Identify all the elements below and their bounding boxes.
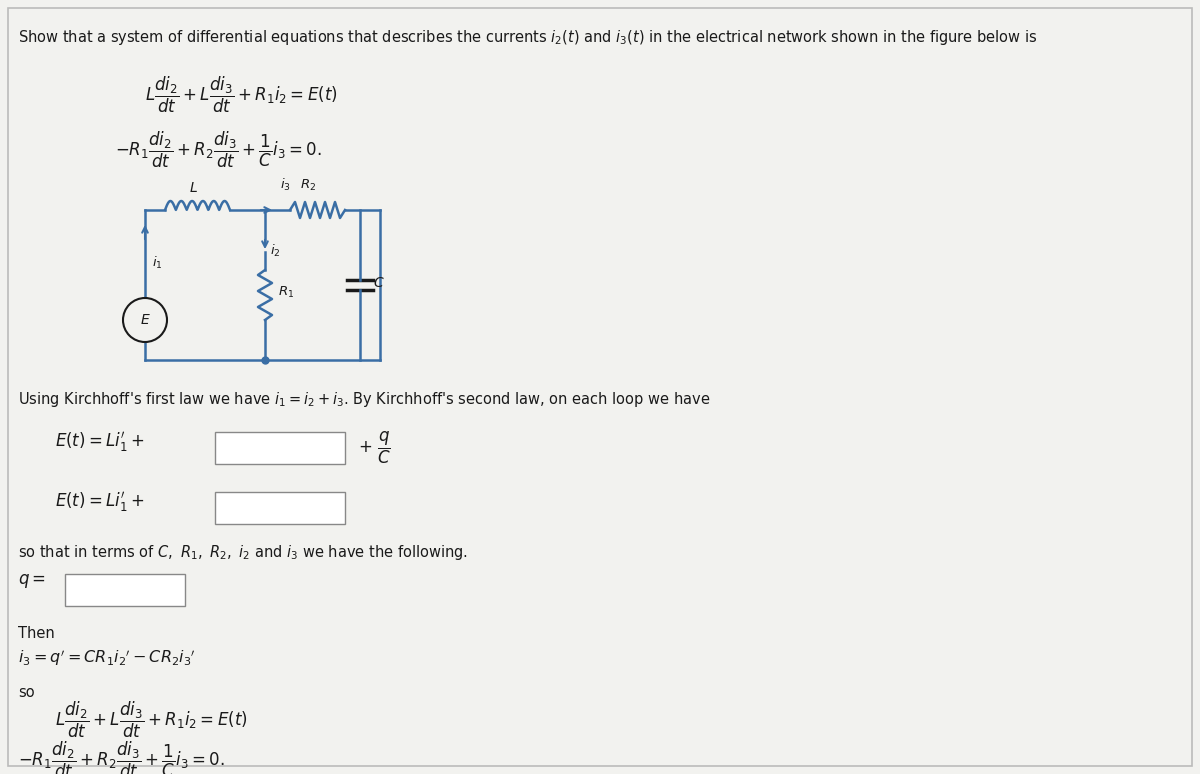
Text: so: so <box>18 685 35 700</box>
Text: $-R_1\dfrac{di_2}{dt} + R_2\dfrac{di_3}{dt} + \dfrac{1}{C}i_3 = 0.$: $-R_1\dfrac{di_2}{dt} + R_2\dfrac{di_3}{… <box>115 130 322 170</box>
Text: $i_2$: $i_2$ <box>270 243 281 259</box>
Text: Then: Then <box>18 626 55 641</box>
Text: $R_2$: $R_2$ <box>300 178 316 193</box>
Text: $L\dfrac{di_2}{dt} + L\dfrac{di_3}{dt} + R_1i_2 = E(t)$: $L\dfrac{di_2}{dt} + L\dfrac{di_3}{dt} +… <box>145 75 337 115</box>
Text: $L\dfrac{di_2}{dt} + L\dfrac{di_3}{dt} + R_1i_2 = E(t)$: $L\dfrac{di_2}{dt} + L\dfrac{di_3}{dt} +… <box>55 700 247 740</box>
Text: $q =$: $q =$ <box>18 572 46 590</box>
Text: $i_3$: $i_3$ <box>280 177 290 193</box>
Bar <box>215 432 346 464</box>
Text: $i_1$: $i_1$ <box>152 255 163 271</box>
Text: $R_1$: $R_1$ <box>278 285 294 300</box>
Text: $C$: $C$ <box>373 276 385 290</box>
Bar <box>215 492 346 524</box>
Text: $i_3 = q' = CR_1i_2{}' - CR_2i_3{}'$: $i_3 = q' = CR_1i_2{}' - CR_2i_3{}'$ <box>18 648 196 668</box>
Text: $L$: $L$ <box>188 181 198 195</box>
Text: so that in terms of $C,\ R_1,\ R_2,\ i_2$ and $i_3$ we have the following.: so that in terms of $C,\ R_1,\ R_2,\ i_2… <box>18 543 468 562</box>
Text: $E(t) = Li_1' +$: $E(t) = Li_1' +$ <box>55 430 144 454</box>
Text: $-R_1\dfrac{di_2}{dt} + R_2\dfrac{di_3}{dt} + \dfrac{1}{C}i_3 = 0.$: $-R_1\dfrac{di_2}{dt} + R_2\dfrac{di_3}{… <box>18 740 224 774</box>
Text: $E(t) = Li_1' +$: $E(t) = Li_1' +$ <box>55 490 144 514</box>
Circle shape <box>124 298 167 342</box>
Text: Show that a system of differential equations that describes the currents $i_2(t): Show that a system of differential equat… <box>18 28 1038 47</box>
Bar <box>65 574 185 606</box>
Text: Using Kirchhoff's first law we have $i_1 = i_2 + i_3$. By Kirchhoff's second law: Using Kirchhoff's first law we have $i_1… <box>18 390 710 409</box>
Text: $+\ \dfrac{q}{C}$: $+\ \dfrac{q}{C}$ <box>358 430 391 466</box>
Text: $E$: $E$ <box>139 313 150 327</box>
